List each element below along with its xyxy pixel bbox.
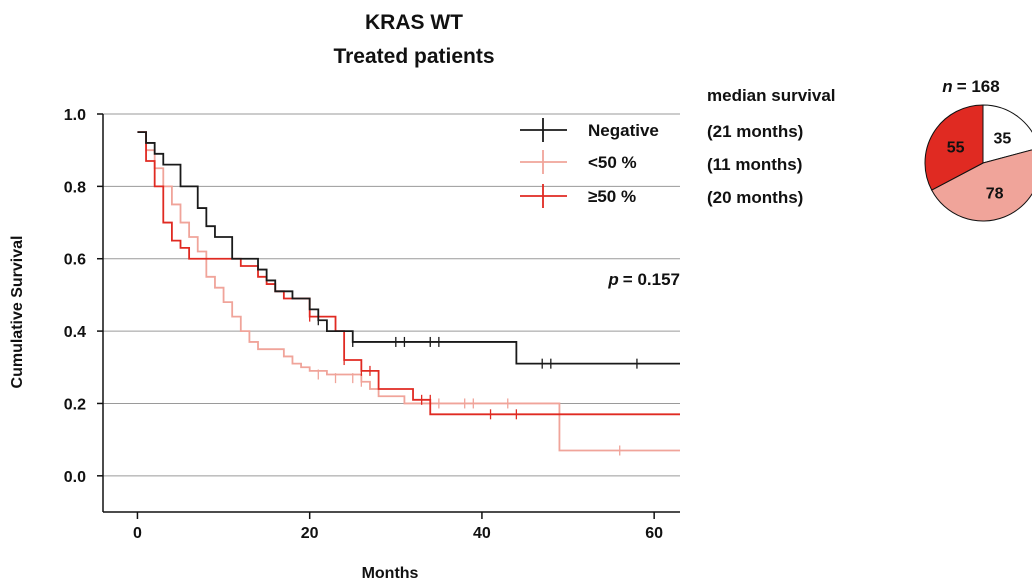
- chart-subtitle: Treated patients: [333, 45, 494, 68]
- y-tick-label: 0.4: [64, 324, 86, 341]
- x-tick-label: 40: [473, 525, 491, 542]
- y-tick-label: 1.0: [64, 107, 86, 124]
- legend-label: Negative: [588, 121, 659, 140]
- y-tick-label: 0.0: [64, 469, 86, 486]
- pie-n-label: n = 168: [942, 77, 999, 96]
- pie-value-label: 35: [994, 131, 1012, 148]
- median-survival-ge50: (20 months): [707, 188, 803, 207]
- legend-label: <50 %: [588, 153, 637, 172]
- median-survival-lt50: (11 months): [707, 155, 802, 174]
- survival-curves: [137, 131, 680, 456]
- median-survival-table: median survival (21 months) (11 months) …: [707, 86, 836, 207]
- chart-title: KRAS WT: [365, 11, 463, 34]
- p-value: p = 0.157: [607, 270, 680, 289]
- x-tick-label: 0: [133, 525, 142, 542]
- y-tick-label: 0.6: [64, 252, 86, 269]
- y-tick-label: 0.8: [64, 179, 86, 196]
- y-tick-label: 0.2: [64, 396, 86, 413]
- pie-slice-0: [982, 104, 1032, 164]
- legend: Negative <50 % ≥50 %: [520, 118, 659, 208]
- x-ticks: 0 20 40 60: [133, 512, 663, 542]
- y-axis-label: Cumulative Survival: [9, 236, 26, 389]
- median-survival-negative: (21 months): [707, 122, 803, 141]
- x-tick-label: 20: [301, 525, 319, 542]
- median-survival-header: median survival: [707, 86, 836, 105]
- pie-slice-2: [924, 104, 984, 191]
- survival-curve-2: [137, 131, 680, 416]
- pie-value-label: 78: [986, 186, 1004, 203]
- x-tick-label: 60: [645, 525, 663, 542]
- y-ticks: 0.0 0.2 0.4 0.6 0.8 1.0: [64, 107, 103, 486]
- survival-curve-1: [137, 131, 680, 452]
- pie-value-label: 55: [947, 140, 965, 157]
- axes: [102, 114, 680, 513]
- pie-slice-1: [931, 149, 1032, 222]
- x-axis-label: Months: [362, 565, 419, 582]
- survival-curve-0: [137, 131, 680, 365]
- legend-label: ≥50 %: [588, 187, 636, 206]
- pie-chart: 35 78 55: [924, 104, 1032, 222]
